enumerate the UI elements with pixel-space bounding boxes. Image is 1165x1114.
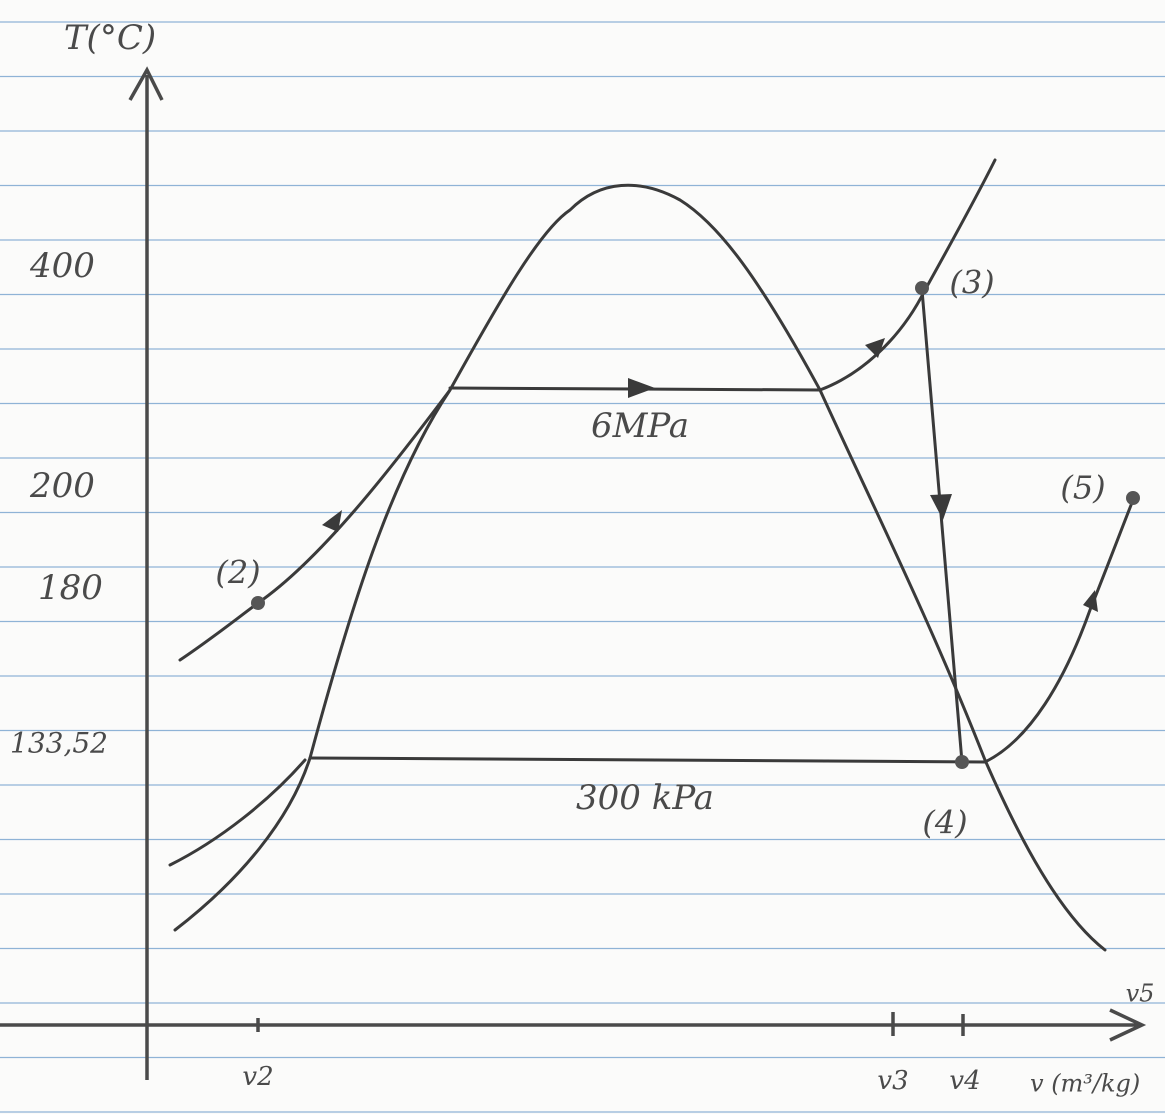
y-label: 400: [29, 246, 95, 286]
x-label: v3: [877, 1066, 908, 1096]
y-label: 133,52: [10, 727, 108, 760]
state-point: [955, 755, 969, 769]
state-point: [1126, 491, 1140, 505]
x-label: v2: [242, 1062, 273, 1092]
y-label: 200: [29, 466, 95, 506]
state-label: (5): [1060, 469, 1105, 507]
isobar-label: 300 kPa: [576, 778, 714, 818]
state-label: (3): [949, 264, 994, 302]
x-label: v4: [949, 1066, 980, 1096]
state-label: (2): [215, 554, 260, 592]
state-point: [915, 281, 929, 295]
paper-lines: [0, 22, 1165, 1112]
state-label: (4): [922, 804, 967, 842]
diagram: T(°C) v (m³/kg) 400 200 180 133,52 v2 v3…: [0, 0, 1165, 1114]
y-title: T(°C): [64, 18, 156, 58]
state-point: [251, 596, 265, 610]
y-label: 180: [38, 568, 103, 608]
x-title: v (m³/kg): [1030, 1070, 1140, 1098]
isobar-label: 6MPa: [591, 406, 689, 446]
x-label: v5: [1126, 980, 1155, 1008]
